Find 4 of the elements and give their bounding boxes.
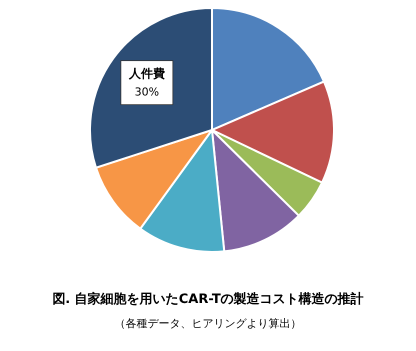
data-label: 30% [134, 86, 160, 99]
text: （各種データ、ヒアリングより算出） [114, 317, 302, 330]
text: 図. 自家細胞を用いたCAR-Tの製造コスト構造の推計 [52, 291, 364, 307]
slice-label: 人件費 [128, 66, 165, 81]
